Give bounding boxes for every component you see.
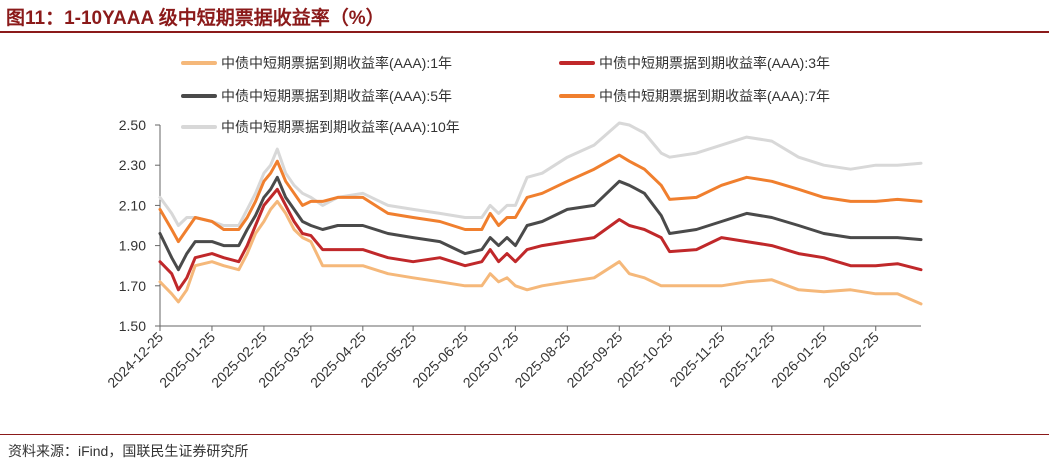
series-line-4 xyxy=(158,153,923,244)
footer-divider xyxy=(0,434,1049,435)
source-note: 资料来源：iFind，国联民生证券研究所 xyxy=(8,443,249,459)
legend-item-2: 中债中短期票据到期收益率(AAA):3年 xyxy=(559,55,830,71)
line-chart: 中债中短期票据到期收益率(AAA):1年 中债中短期票据到期收益率(AAA):3年… xyxy=(104,55,923,391)
legend-label: 中债中短期票据到期收益率(AAA):3年 xyxy=(599,55,830,71)
legend-label: 中债中短期票据到期收益率(AAA):1年 xyxy=(221,55,452,71)
y-tick-label: 1.90 xyxy=(119,238,146,254)
plot-area xyxy=(158,121,923,306)
series-line-1 xyxy=(158,199,923,306)
series-line-2 xyxy=(158,187,923,292)
y-tick-label: 2.10 xyxy=(119,197,146,213)
page-title: 图11：1-10YAAA 级中短期票据收益率（%） xyxy=(6,8,385,29)
legend-item-5: 中债中短期票据到期收益率(AAA):10年 xyxy=(181,119,460,135)
legend-label: 中债中短期票据到期收益率(AAA):10年 xyxy=(221,119,460,135)
y-axis: 1.50 1.70 1.90 2.10 2.30 2.50 xyxy=(119,117,161,334)
legend-item-3: 中债中短期票据到期收益率(AAA):5年 xyxy=(181,88,452,104)
y-tick-label: 1.70 xyxy=(119,278,146,294)
x-tick-label: 2026-02-25 xyxy=(820,329,882,391)
legend-item-1: 中债中短期票据到期收益率(AAA):1年 xyxy=(181,55,452,71)
chart-legend: 中债中短期票据到期收益率(AAA):1年 中债中短期票据到期收益率(AAA):3年… xyxy=(181,55,830,135)
series-line-3 xyxy=(158,175,923,272)
series-line-5 xyxy=(158,121,923,227)
y-tick-label: 1.50 xyxy=(119,318,146,334)
title-divider xyxy=(0,31,1049,33)
legend-label: 中债中短期票据到期收益率(AAA):5年 xyxy=(221,88,452,104)
legend-item-4: 中债中短期票据到期收益率(AAA):7年 xyxy=(559,88,830,104)
x-axis: 2024-12-252025-01-252025-02-252025-03-25… xyxy=(104,325,921,391)
y-tick-label: 2.50 xyxy=(119,117,146,133)
legend-label: 中债中短期票据到期收益率(AAA):7年 xyxy=(599,88,830,104)
y-tick-label: 2.30 xyxy=(119,157,146,173)
